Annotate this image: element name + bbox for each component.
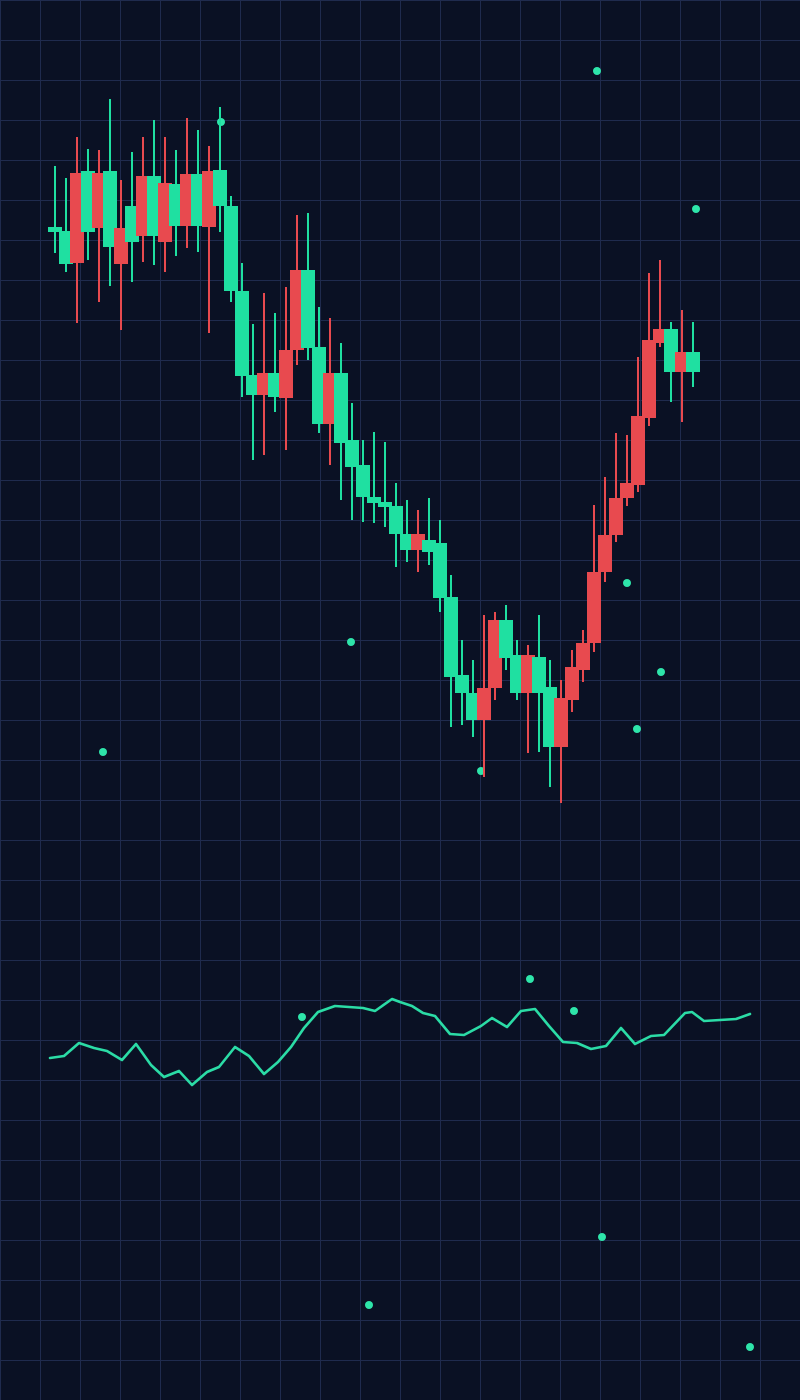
candle-wick: [219, 107, 221, 232]
candle-body: [631, 416, 645, 485]
candle-body: [301, 270, 315, 348]
candle-body: [598, 535, 612, 572]
candle-body: [290, 270, 304, 350]
candle-body: [576, 643, 590, 670]
candle-body: [202, 171, 216, 227]
candle-body: [48, 227, 62, 232]
candle-wick: [604, 477, 606, 582]
candle-body: [422, 540, 436, 552]
candle-body: [345, 440, 359, 467]
candle-body: [246, 375, 260, 395]
candle-wick: [373, 432, 375, 523]
candle-wick: [615, 433, 617, 542]
scatter-dot: [570, 1007, 578, 1015]
candle-body: [444, 597, 458, 677]
candle-body: [620, 483, 634, 498]
candle-body: [554, 698, 568, 747]
candle-body: [686, 352, 700, 372]
candle-wick: [659, 260, 661, 347]
candle-body: [499, 620, 513, 658]
candle-wick: [384, 442, 386, 527]
candle-body: [169, 184, 183, 226]
candle-body: [312, 347, 326, 424]
candle-body: [664, 329, 678, 372]
candle-body: [642, 340, 656, 418]
candle-wick: [527, 645, 529, 753]
candle-body: [367, 497, 381, 503]
candle-body: [466, 693, 480, 720]
candle-body: [158, 183, 172, 242]
candle-wick: [274, 313, 276, 412]
candle-body: [323, 373, 337, 424]
candle-body: [235, 291, 249, 376]
candle-wick: [428, 498, 430, 565]
candle-body: [477, 688, 491, 720]
scatter-dot: [526, 975, 534, 983]
scatter-dot: [347, 638, 355, 646]
candle-body: [257, 373, 271, 395]
candle-body: [136, 176, 150, 236]
candle-body: [279, 350, 293, 398]
candle-wick: [65, 178, 67, 272]
candle-body: [334, 373, 348, 443]
candle-body: [532, 657, 546, 693]
candle-body: [587, 572, 601, 643]
candle-body: [389, 506, 403, 534]
candle-wick: [208, 146, 210, 333]
candle-body: [114, 228, 128, 264]
scatter-dot: [99, 748, 107, 756]
candle-wick: [54, 166, 56, 253]
candle-body: [356, 465, 370, 497]
scatter-dot: [746, 1343, 754, 1351]
candle-body: [565, 667, 579, 700]
candle-body: [609, 498, 623, 535]
candle-body: [103, 171, 117, 247]
candle-body: [675, 352, 689, 372]
scatter-dot: [217, 118, 225, 126]
candle-body: [180, 174, 194, 226]
scatter-dot: [298, 1013, 306, 1021]
candle-body: [224, 206, 238, 291]
candle-body: [455, 675, 469, 693]
candle-body: [521, 655, 535, 693]
scatter-dot: [657, 668, 665, 676]
candle-body: [59, 231, 73, 264]
candle-body: [411, 534, 425, 550]
candle-body: [510, 655, 524, 693]
scatter-dot: [365, 1301, 373, 1309]
candle-body: [147, 176, 161, 236]
candle-wick: [626, 435, 628, 506]
scatter-dot: [598, 1233, 606, 1241]
candle-body: [653, 329, 667, 343]
candle-body: [378, 502, 392, 507]
scatter-dot: [633, 725, 641, 733]
candle-wick: [406, 500, 408, 562]
candle-body: [81, 171, 95, 232]
candle-body: [268, 373, 282, 397]
candle-body: [213, 170, 227, 206]
candle-body: [400, 534, 414, 550]
candle-body: [433, 543, 447, 598]
scatter-dot: [623, 579, 631, 587]
scatter-dot: [477, 767, 485, 775]
candle-body: [543, 687, 557, 747]
scatter-dot: [593, 67, 601, 75]
scatter-dot: [692, 205, 700, 213]
candle-body: [92, 173, 106, 228]
candle-body: [191, 174, 205, 226]
candle-body: [488, 620, 502, 688]
candle-body: [125, 206, 139, 242]
candle-body: [70, 173, 84, 263]
